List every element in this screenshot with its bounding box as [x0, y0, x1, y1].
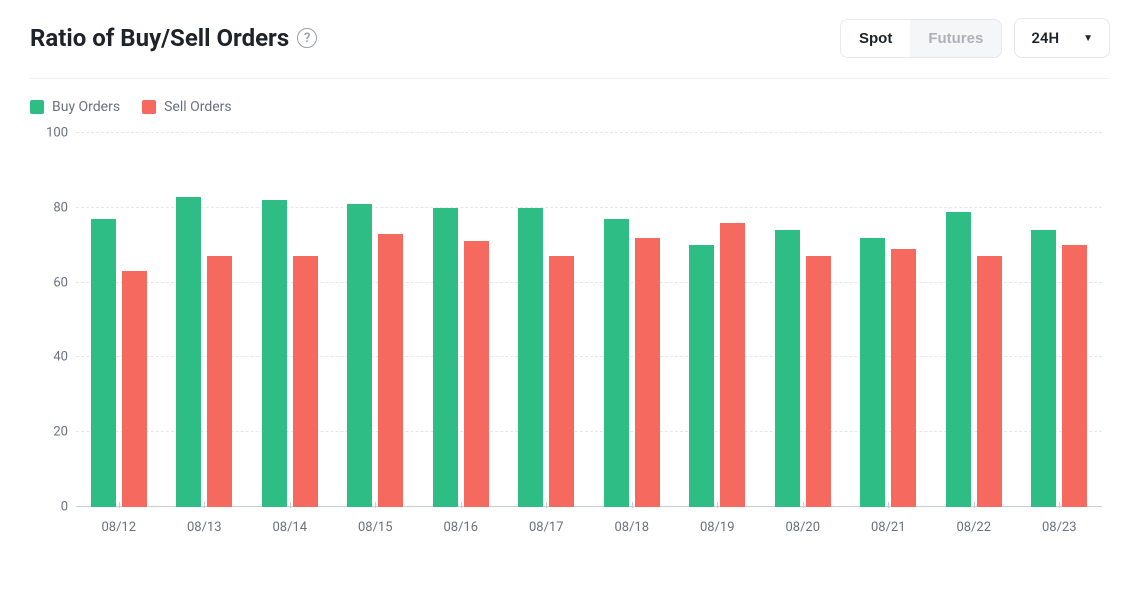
- x-axis-label: 08/13: [187, 520, 222, 535]
- legend-label-sell: Sell Orders: [164, 99, 232, 115]
- bar-sell[interactable]: [720, 223, 745, 507]
- bar-buy[interactable]: [91, 219, 116, 507]
- bar-sell[interactable]: [549, 256, 574, 507]
- x-axis-label: 08/21: [871, 520, 906, 535]
- y-axis-label: 40: [36, 350, 68, 365]
- grid-line: [76, 132, 1102, 133]
- x-axis-label: 08/16: [443, 520, 478, 535]
- timeframe-dropdown[interactable]: 24H ▼: [1014, 18, 1110, 58]
- market-segmented-control: Spot Futures: [840, 19, 1002, 58]
- bar-sell[interactable]: [464, 241, 489, 507]
- x-axis-label: 08/17: [529, 520, 564, 535]
- bar-sell[interactable]: [378, 234, 403, 507]
- x-tick: [632, 502, 633, 508]
- help-icon[interactable]: ?: [297, 28, 317, 48]
- x-tick: [375, 502, 376, 508]
- x-tick: [888, 502, 889, 508]
- legend-swatch-buy: [30, 100, 44, 114]
- grid-line: [76, 207, 1102, 208]
- bar-sell[interactable]: [207, 256, 232, 507]
- y-axis-label: 0: [36, 500, 68, 515]
- x-tick: [204, 502, 205, 508]
- y-axis-label: 60: [36, 275, 68, 290]
- x-axis-label: 08/22: [956, 520, 991, 535]
- bar-buy[interactable]: [689, 245, 714, 507]
- page-title: Ratio of Buy/Sell Orders: [30, 24, 289, 52]
- chart-plot-area: 02040608010008/1208/1308/1408/1508/1608/…: [76, 133, 1102, 507]
- bar-buy[interactable]: [518, 208, 543, 507]
- x-tick: [974, 502, 975, 508]
- chart-legend: Buy Orders Sell Orders: [30, 99, 1110, 115]
- x-tick: [717, 502, 718, 508]
- x-axis-label: 08/19: [700, 520, 735, 535]
- bar-buy[interactable]: [604, 219, 629, 507]
- x-tick: [461, 502, 462, 508]
- legend-item-sell[interactable]: Sell Orders: [142, 99, 232, 115]
- futures-tab[interactable]: Futures: [910, 20, 1001, 57]
- x-axis-label: 08/23: [1042, 520, 1077, 535]
- bar-buy[interactable]: [347, 204, 372, 507]
- title-wrap: Ratio of Buy/Sell Orders ?: [30, 24, 317, 52]
- bar-buy[interactable]: [946, 212, 971, 507]
- bar-buy[interactable]: [176, 197, 201, 507]
- bar-sell[interactable]: [293, 256, 318, 507]
- x-tick: [803, 502, 804, 508]
- buy-sell-chart: 0 20 40 60 80 100 08/12 08/13 08/14 08/15 08/16 08/…: [30, 123, 1110, 543]
- bar-sell[interactable]: [891, 249, 916, 507]
- x-axis-label: 08/15: [358, 520, 393, 535]
- y-axis-label: 100: [36, 126, 68, 141]
- spot-tab[interactable]: Spot: [841, 20, 910, 57]
- legend-item-buy[interactable]: Buy Orders: [30, 99, 120, 115]
- bar-sell[interactable]: [806, 256, 831, 507]
- x-tick: [546, 502, 547, 508]
- y-axis-label: 20: [36, 425, 68, 440]
- legend-swatch-sell: [142, 100, 156, 114]
- bar-buy[interactable]: [1031, 230, 1056, 507]
- bar-buy[interactable]: [262, 200, 287, 507]
- legend-label-buy: Buy Orders: [52, 99, 120, 115]
- bar-buy[interactable]: [860, 238, 885, 507]
- x-axis-label: 08/20: [785, 520, 820, 535]
- bar-sell[interactable]: [977, 256, 1002, 507]
- y-axis-label: 80: [36, 200, 68, 215]
- x-axis-label: 08/14: [272, 520, 307, 535]
- bar-buy[interactable]: [775, 230, 800, 507]
- x-axis-label: 08/18: [614, 520, 649, 535]
- x-tick: [1059, 502, 1060, 508]
- bar-sell[interactable]: [1062, 245, 1087, 507]
- x-tick: [290, 502, 291, 508]
- bar-buy[interactable]: [433, 208, 458, 507]
- bar-sell[interactable]: [635, 238, 660, 507]
- bar-sell[interactable]: [122, 271, 147, 507]
- x-tick: [119, 502, 120, 508]
- chevron-down-icon: ▼: [1083, 33, 1093, 44]
- x-axis-label: 08/12: [101, 520, 136, 535]
- timeframe-selected-label: 24H: [1031, 29, 1059, 47]
- header: Ratio of Buy/Sell Orders ? Spot Futures …: [30, 18, 1110, 79]
- header-controls: Spot Futures 24H ▼: [840, 18, 1110, 58]
